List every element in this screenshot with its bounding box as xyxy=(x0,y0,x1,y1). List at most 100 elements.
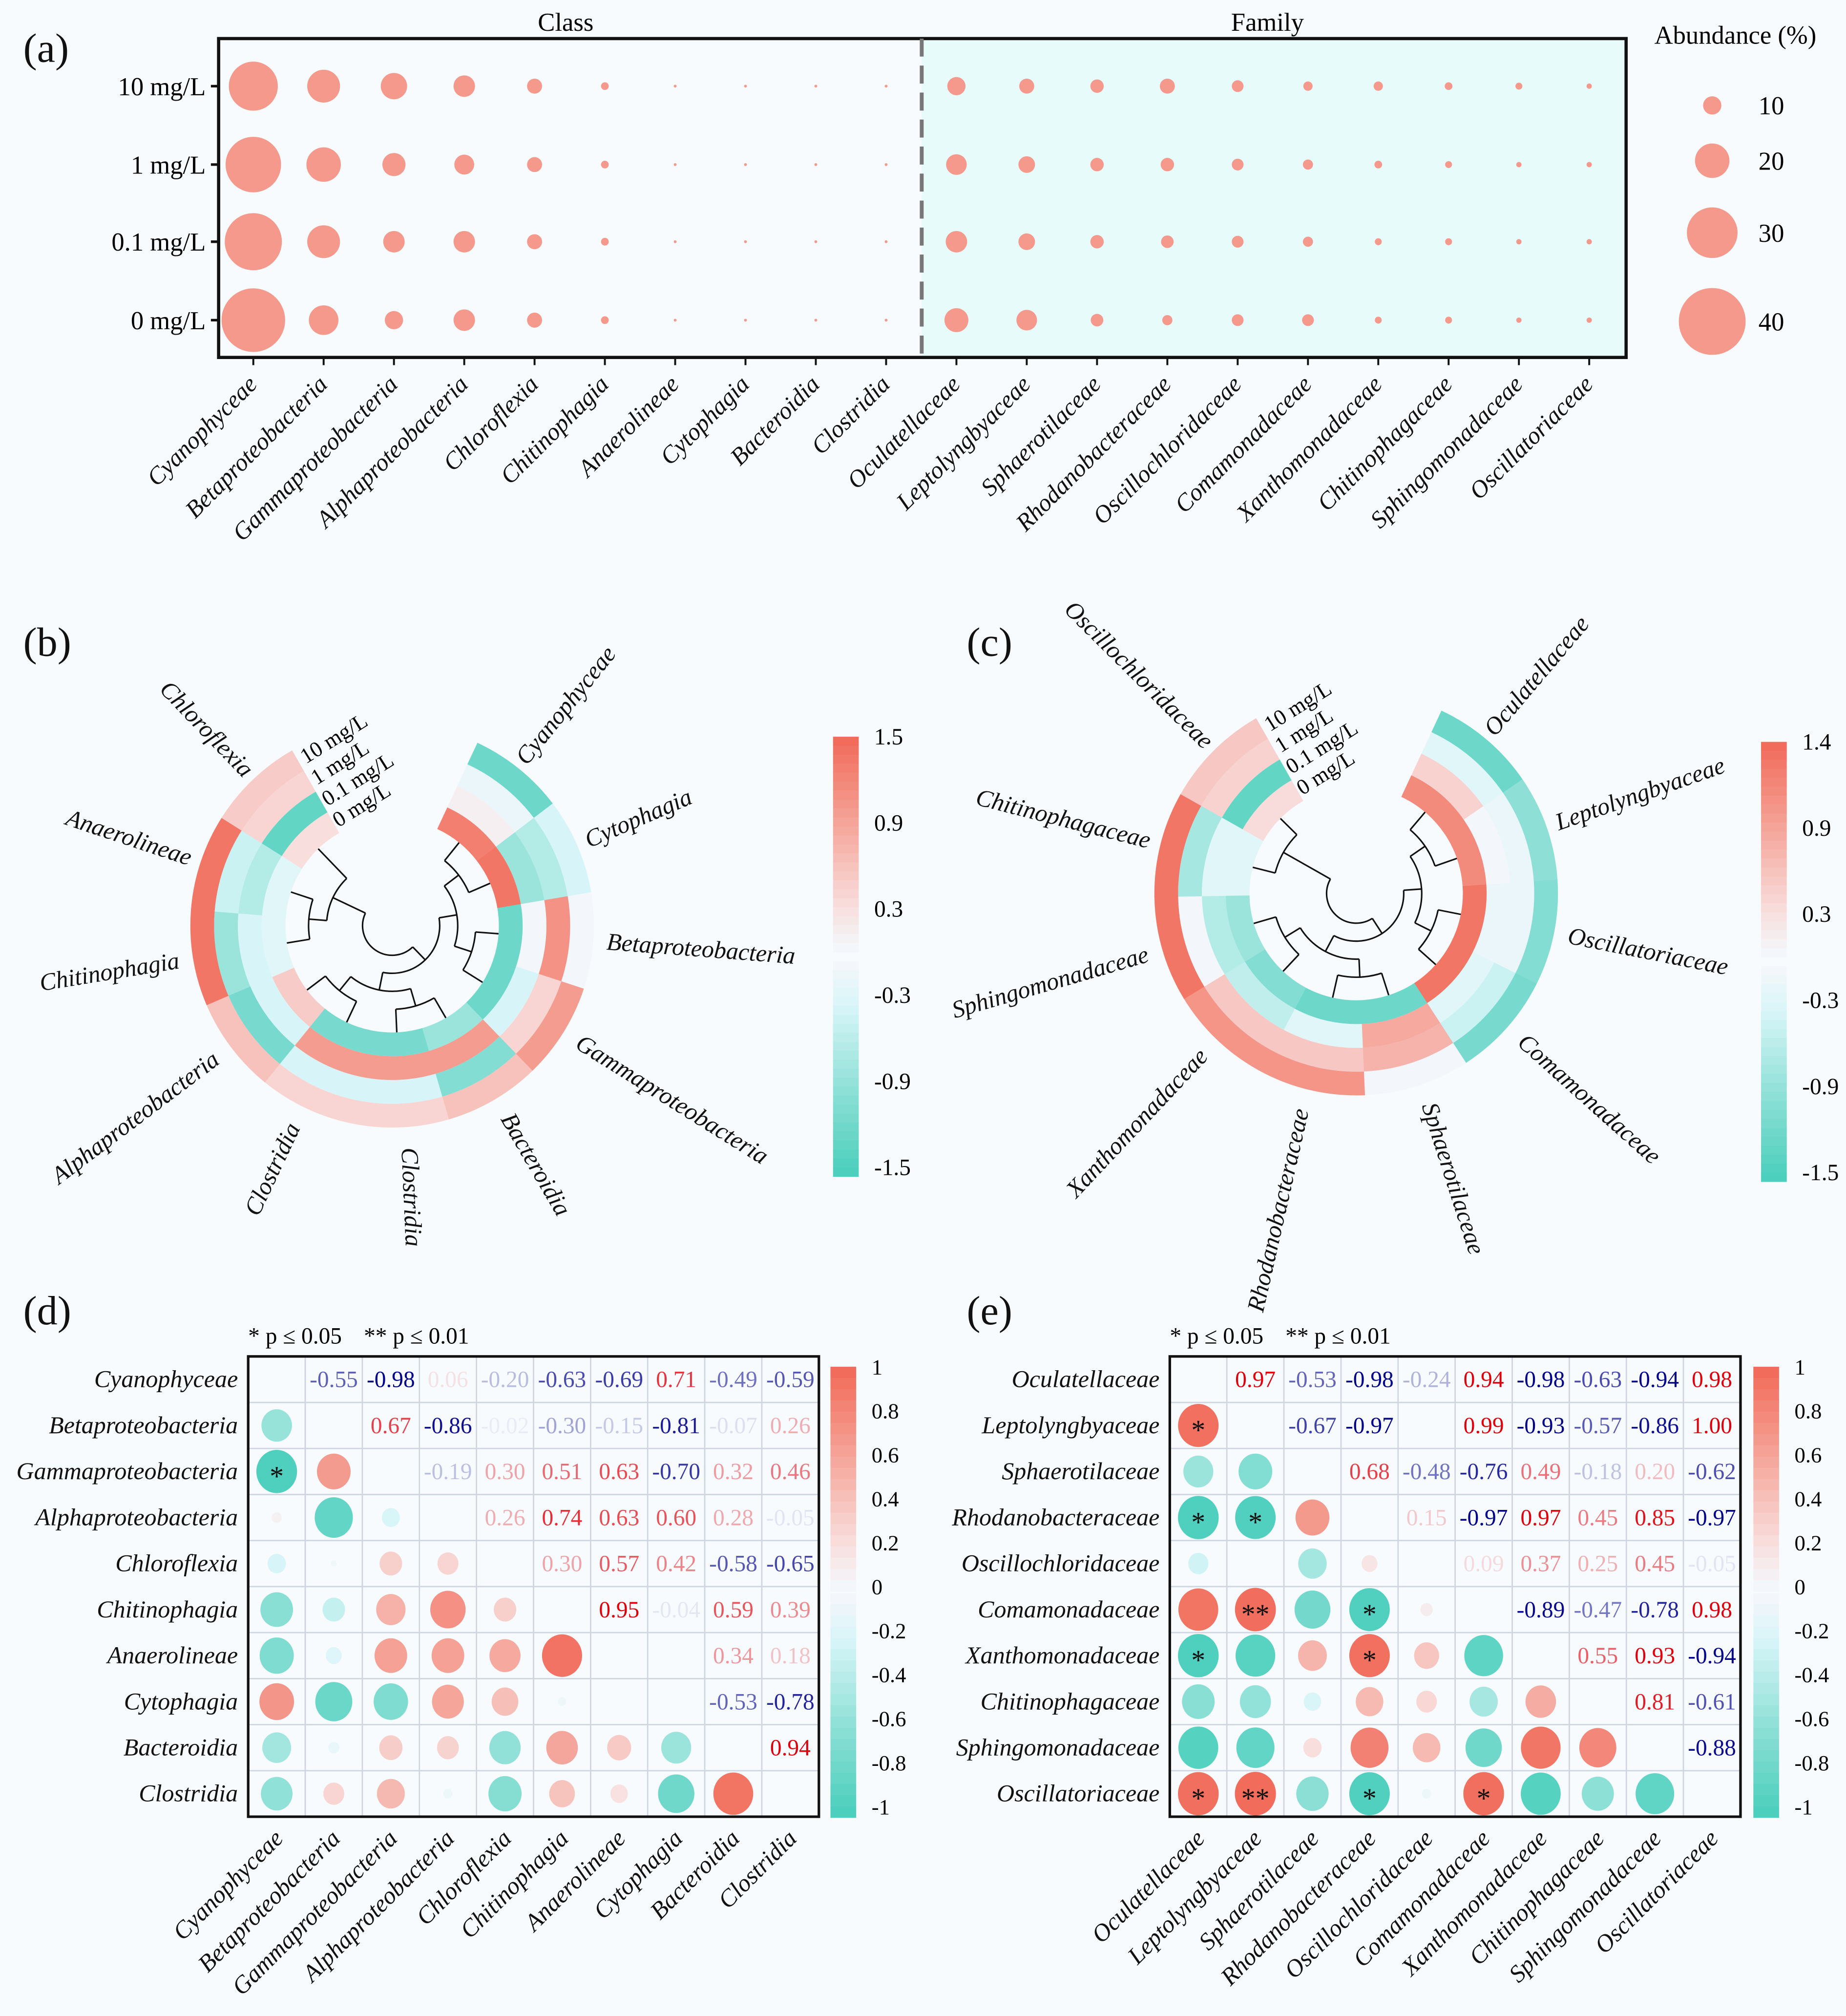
correlation-value: -0.49 xyxy=(709,1367,757,1393)
correlation-value: -0.98 xyxy=(1517,1367,1565,1393)
colorbar-segment xyxy=(833,862,859,872)
correlation-circle xyxy=(491,1687,519,1716)
colorbar-segment xyxy=(830,1750,857,1762)
bubble xyxy=(884,85,888,88)
correlation-circle xyxy=(331,1560,337,1567)
heatmap-cell xyxy=(261,914,294,977)
correlation-circle xyxy=(374,1638,407,1673)
colorbar-segment xyxy=(1761,966,1787,976)
colorbar-segment xyxy=(1761,1074,1787,1083)
colorbar-segment xyxy=(1761,894,1787,904)
dendrogram-branch xyxy=(306,975,326,991)
correlation-circle xyxy=(262,1732,292,1763)
heatmap-cell xyxy=(1401,775,1464,834)
correlation-value: -0.57 xyxy=(1573,1413,1622,1439)
correlation-circle xyxy=(377,1779,405,1809)
bubble xyxy=(1586,239,1592,245)
correlation-value: 0.94 xyxy=(1464,1367,1504,1393)
correlation-value: -0.19 xyxy=(424,1459,472,1485)
colorbar-segment xyxy=(1761,1146,1787,1155)
colorbar-segment xyxy=(833,970,859,979)
dendrogram-branch xyxy=(1438,909,1461,915)
correlation-circle xyxy=(1239,1685,1271,1719)
correlation-circle xyxy=(259,1637,294,1674)
correlation-value: 0.57 xyxy=(599,1551,639,1577)
colorbar-segment xyxy=(1761,876,1787,886)
colorbar-tick-label: 0.3 xyxy=(874,897,903,922)
correlation-circle xyxy=(379,1551,402,1576)
colorbar-segment xyxy=(1753,1580,1779,1592)
heatmap-cell xyxy=(1225,894,1265,962)
correlation-value: -0.59 xyxy=(766,1367,815,1393)
size-legend-label: 30 xyxy=(1759,219,1784,248)
bubble xyxy=(814,85,818,88)
y-tick-label: 0 mg/L xyxy=(131,307,206,335)
bubble xyxy=(814,318,818,322)
bubble xyxy=(527,78,542,94)
correlation-circle xyxy=(437,1736,459,1760)
correlation-circle xyxy=(1182,1684,1215,1719)
colorbar-segment xyxy=(1761,867,1787,877)
colorbar-segment xyxy=(1753,1378,1779,1390)
correlation-value: -0.63 xyxy=(1573,1367,1622,1393)
colorbar-segment xyxy=(833,1015,859,1024)
bubble xyxy=(945,231,967,253)
panel-label-d: (d) xyxy=(23,1288,71,1334)
correlation-value: 0.30 xyxy=(485,1459,525,1485)
bubble xyxy=(307,69,340,103)
colorbar-segment xyxy=(1761,1082,1787,1092)
colorbar-segment xyxy=(1753,1683,1779,1695)
colorbar-segment xyxy=(1753,1422,1779,1435)
significance-star: ** xyxy=(1241,1598,1270,1630)
colorbar-segment xyxy=(1761,1164,1787,1173)
bubble xyxy=(1445,82,1453,90)
correlation-circle xyxy=(1416,1691,1437,1713)
correlation-circle xyxy=(1236,1727,1275,1768)
colorbar-segment xyxy=(1753,1660,1779,1672)
correlation-value: -0.98 xyxy=(367,1367,415,1393)
colorbar-segment xyxy=(1753,1501,1779,1513)
heatmap-cell xyxy=(228,985,295,1064)
dendrogram-branch xyxy=(1358,959,1361,977)
row-label: Betaproteobacteria xyxy=(49,1411,238,1439)
colorbar-segment xyxy=(1753,1456,1779,1468)
heatmap-cell xyxy=(1426,952,1494,1024)
row-label: Cytophagia xyxy=(124,1687,238,1715)
dendrogram-arc xyxy=(361,913,414,956)
bubble xyxy=(1018,156,1035,173)
colorbar-tick-label: 0.3 xyxy=(1802,902,1831,927)
colorbar-segment xyxy=(1753,1783,1779,1796)
colorbar-segment xyxy=(833,1041,859,1051)
colorbar-segment xyxy=(1761,1109,1787,1120)
colorbar-segment xyxy=(1761,993,1787,1003)
colorbar-segment xyxy=(833,826,859,836)
heatmap-cell xyxy=(538,896,570,982)
correlation-value: -0.62 xyxy=(1688,1459,1736,1485)
colorbar-tick-label: 0.6 xyxy=(1795,1443,1822,1467)
correlation-value: 0.97 xyxy=(1235,1367,1276,1393)
colorbar-segment xyxy=(833,1086,859,1096)
correlation-circle xyxy=(1294,1591,1331,1629)
bubble xyxy=(1516,239,1522,245)
correlation-value: -0.67 xyxy=(1288,1413,1337,1439)
size-legend-bubble xyxy=(1687,207,1738,258)
correlation-value: -0.05 xyxy=(1688,1551,1736,1577)
correlation-value: -0.58 xyxy=(709,1551,757,1577)
colorbar-segment xyxy=(833,745,859,755)
correlation-circle xyxy=(1235,1588,1276,1632)
bubble xyxy=(1586,317,1592,323)
family-background xyxy=(922,38,1626,358)
colorbar-segment xyxy=(833,1006,859,1016)
heatmap-cell xyxy=(1439,962,1516,1044)
dendrogram-arc xyxy=(308,899,314,940)
bubble xyxy=(814,163,818,166)
correlation-circle xyxy=(323,1783,344,1805)
correlation-circle xyxy=(1412,1733,1441,1762)
correlation-circle xyxy=(315,1682,353,1721)
heatmap-cell xyxy=(361,1051,436,1080)
significance-legend: * p ≤ 0.05 xyxy=(1170,1323,1263,1349)
correlation-circle xyxy=(713,1772,754,1815)
correlation-circle xyxy=(1581,1776,1614,1811)
heatmap-cell xyxy=(1493,881,1534,974)
colorbar-segment xyxy=(1753,1772,1779,1784)
